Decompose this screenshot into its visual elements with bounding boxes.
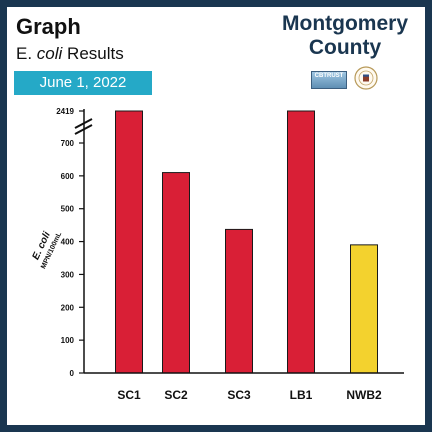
x-tick-label: SC1 bbox=[117, 388, 141, 402]
x-tick-label: LB1 bbox=[290, 388, 313, 402]
y-tick-label-break: 2419 bbox=[56, 107, 74, 116]
county-name-line: Montgomery bbox=[282, 12, 408, 35]
subtitle-prefix: E. bbox=[16, 44, 37, 63]
y-tick-label: 600 bbox=[61, 172, 75, 181]
y-tick-label: 300 bbox=[61, 270, 75, 279]
bar-sc3 bbox=[225, 228, 253, 374]
x-tick-label: SC2 bbox=[164, 388, 188, 402]
bar-sc2 bbox=[162, 172, 190, 374]
x-tick-label: SC3 bbox=[227, 388, 251, 402]
subtitle-italic: coli bbox=[36, 44, 63, 63]
county-name-line: County bbox=[308, 36, 382, 59]
county-name: Montgomery County bbox=[270, 12, 420, 60]
county-seal-icon bbox=[354, 66, 378, 90]
y-tick-label: 700 bbox=[61, 139, 75, 148]
bar-sc1 bbox=[115, 110, 143, 374]
y-tick-label: 200 bbox=[61, 303, 75, 312]
y-tick-label: 400 bbox=[61, 238, 75, 247]
page-subtitle: E. coli Results bbox=[16, 44, 124, 64]
axis-break-mark bbox=[74, 124, 93, 135]
bar-nwb2 bbox=[350, 244, 378, 374]
x-tick-label: NWB2 bbox=[346, 388, 382, 402]
y-tick-label: 0 bbox=[70, 369, 75, 378]
subtitle-suffix: Results bbox=[62, 44, 124, 63]
date-banner: June 1, 2022 bbox=[14, 71, 152, 95]
y-tick-label: 100 bbox=[61, 336, 75, 345]
y-tick-label: 500 bbox=[61, 205, 75, 214]
bar-lb1 bbox=[287, 110, 315, 374]
axis-break-mark bbox=[74, 118, 93, 129]
cbtrust-logo: CBTRUST bbox=[311, 71, 347, 89]
page-title: Graph bbox=[16, 14, 81, 39]
